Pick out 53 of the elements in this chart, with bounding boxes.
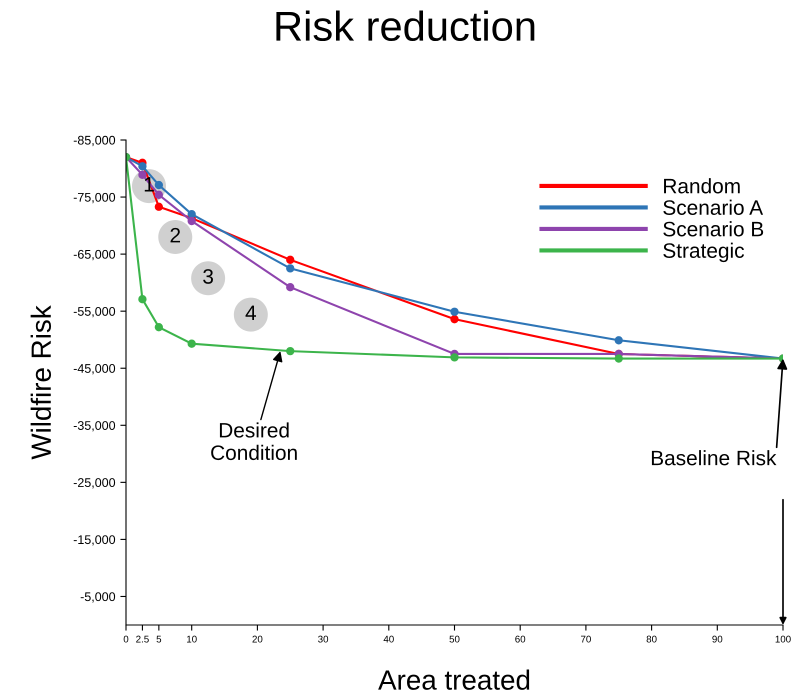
x-tick-label: 2.5 <box>136 636 149 643</box>
point <box>154 190 164 199</box>
x-tick-label: 60 <box>515 636 526 643</box>
point <box>188 216 196 226</box>
point <box>286 264 294 273</box>
point <box>138 162 147 170</box>
y-tick-label: -15,000 <box>74 535 116 546</box>
legend-label: Scenario A <box>663 200 764 215</box>
x-tick-label: 20 <box>252 636 262 643</box>
x-tick-label: 90 <box>712 636 722 643</box>
y-tick-label: -65,000 <box>74 250 116 260</box>
point <box>154 202 164 211</box>
y-tick-label: -45,000 <box>74 364 116 374</box>
y-tick-label: -25,000 <box>74 478 116 488</box>
x-tick-label: 5 <box>156 636 162 643</box>
x-tick-label: 40 <box>384 636 394 643</box>
x-axis-title: Area treated <box>378 669 530 690</box>
x-tick-label: 80 <box>646 636 657 643</box>
point <box>286 346 294 356</box>
y-tick-label: -5,000 <box>80 592 116 603</box>
point <box>614 336 623 344</box>
legend-label: Scenario B <box>663 221 764 236</box>
point <box>154 180 164 190</box>
point <box>154 322 164 332</box>
annotation: 4 <box>246 306 256 320</box>
y-tick-label: -35,000 <box>74 421 116 432</box>
point <box>450 308 459 316</box>
point <box>138 295 147 304</box>
y-tick-label: -85,000 <box>74 136 116 146</box>
x-tick-label: 30 <box>318 636 328 643</box>
y-tick-label: -55,000 <box>74 306 116 318</box>
annotation: 3 <box>203 269 214 284</box>
point <box>614 354 623 363</box>
legend-label: Random <box>664 178 740 194</box>
point <box>188 340 196 348</box>
chart-title: Risk reduction <box>276 10 534 42</box>
y-axis-title: Wildfire Risk <box>30 305 52 460</box>
point <box>188 210 196 218</box>
annotation: 2 <box>170 228 180 242</box>
point <box>286 283 294 292</box>
x-tick-label: 0 <box>124 636 128 643</box>
x-tick-label: 100 <box>776 636 791 643</box>
x-tick-label: 50 <box>449 636 460 643</box>
y-tick-label: -75,000 <box>74 192 116 204</box>
point <box>138 170 147 179</box>
point <box>450 353 459 362</box>
annotation: Desired Condition <box>211 422 297 460</box>
x-tick-label: 70 <box>580 636 591 643</box>
x-tick-label: 10 <box>187 636 197 643</box>
legend-label: Strategic <box>663 242 744 262</box>
point <box>450 315 459 324</box>
annotation: Baseline Risk <box>652 450 776 466</box>
point <box>286 256 294 264</box>
